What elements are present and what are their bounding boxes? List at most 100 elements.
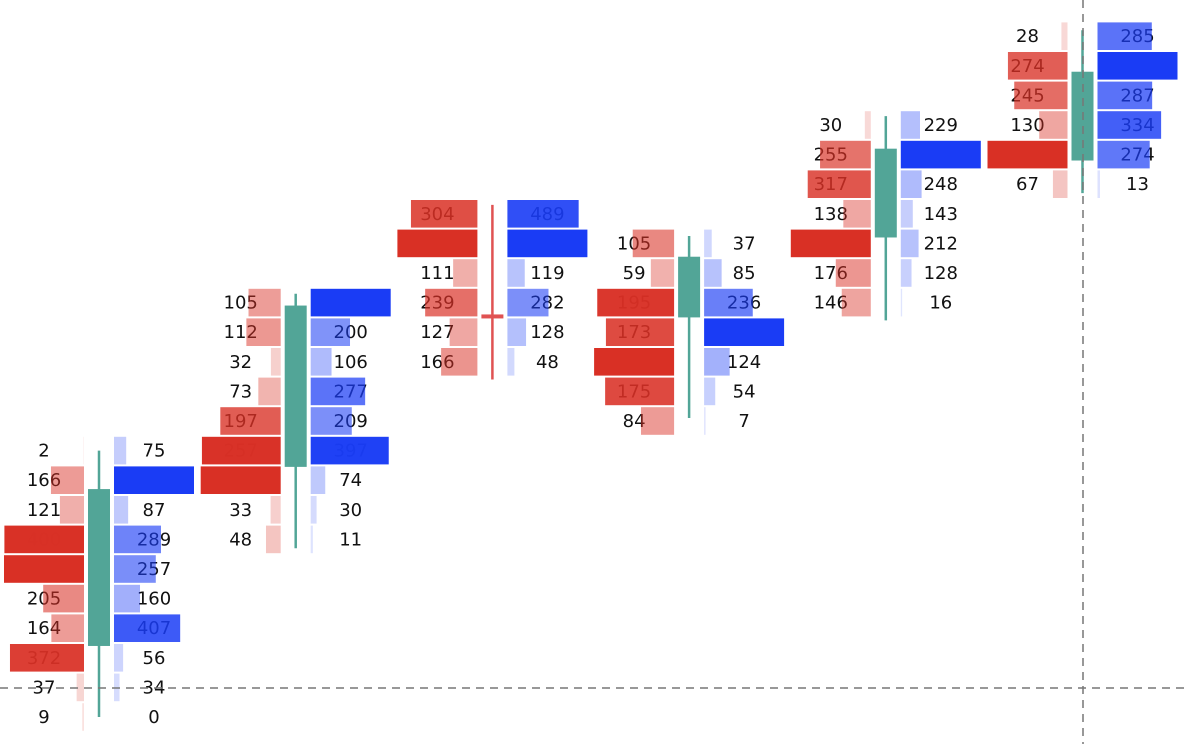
bid-bar: [841, 288, 871, 317]
bid-bar: [9, 644, 85, 672]
ask-label: 30: [339, 500, 362, 521]
ask-bar: [310, 466, 326, 494]
bid-bar: [790, 229, 871, 258]
bid-bar: [76, 673, 84, 702]
ask-bar: [1097, 170, 1100, 198]
bid-bar: [425, 288, 478, 317]
ask-bar: [114, 436, 127, 465]
bid-label: 164: [27, 618, 61, 639]
ask-bar: [704, 318, 785, 346]
candle-body: [284, 305, 307, 467]
bid-bar: [640, 407, 675, 435]
bid-label: 146: [814, 293, 848, 314]
ask-bar: [114, 614, 181, 642]
ask-bar: [310, 407, 352, 435]
bid-label: 121: [27, 500, 61, 521]
bid-bar: [1052, 170, 1068, 198]
ask-label: 160: [137, 589, 171, 610]
bid-bar: [43, 584, 84, 613]
bid-label: 166: [27, 470, 61, 491]
ask-bar: [310, 348, 332, 376]
bid-label: 127: [420, 322, 454, 343]
bid-bar: [864, 111, 871, 139]
ask-bar: [310, 436, 389, 465]
bid-bar: [1014, 81, 1068, 110]
bid-bar: [597, 288, 675, 317]
bid-bar: [51, 614, 84, 642]
ask-bar: [114, 496, 129, 524]
ask-bar: [704, 259, 722, 287]
bid-bar: [1039, 111, 1068, 139]
ask-bar: [310, 318, 351, 346]
ask-label: 128: [924, 263, 958, 284]
bid-bar: [1007, 52, 1068, 80]
bid-label: 30: [819, 115, 842, 136]
bid-label: 112: [224, 322, 258, 343]
ask-label: 119: [530, 263, 564, 284]
ask-label: 85: [733, 263, 756, 284]
bid-label: 84: [623, 411, 646, 432]
candle-body: [678, 256, 701, 318]
bid-bar: [632, 229, 675, 258]
ask-bar: [114, 525, 161, 554]
bid-bar: [441, 348, 478, 376]
ask-bar: [1097, 22, 1152, 50]
ask-label: 106: [334, 352, 368, 373]
ask-label: 143: [924, 204, 958, 225]
ask-label: 74: [339, 470, 362, 491]
candle-body: [874, 148, 897, 238]
bid-bar: [248, 288, 281, 317]
ask-label: 56: [143, 648, 166, 669]
bid-label: 59: [623, 263, 646, 284]
ask-bar: [900, 288, 903, 317]
ask-label: 124: [727, 352, 761, 373]
bid-label: 33: [229, 500, 252, 521]
ask-bar: [1097, 52, 1178, 80]
ask-label: 248: [924, 174, 958, 195]
ask-label: 54: [733, 381, 756, 402]
ask-bar: [900, 200, 913, 228]
ask-bar: [114, 466, 194, 494]
ask-label: 13: [1126, 174, 1149, 195]
ask-bar: [900, 140, 981, 169]
ask-bar: [507, 229, 588, 258]
bid-bar: [410, 200, 478, 228]
bid-label: 2: [38, 441, 49, 462]
bid-bar: [605, 377, 675, 406]
ask-label: 7: [738, 411, 749, 432]
bid-bar: [987, 140, 1068, 169]
bid-bar: [59, 496, 84, 524]
bid-label: 32: [229, 352, 252, 373]
bid-label: 9: [38, 707, 49, 728]
ask-label: 229: [924, 115, 958, 136]
ask-bar: [114, 644, 124, 672]
bid-bar: [843, 200, 871, 228]
bid-bar: [270, 348, 281, 376]
bid-label: 67: [1016, 174, 1039, 195]
bid-bar: [594, 348, 675, 376]
ask-bar: [704, 229, 712, 258]
bid-bar: [820, 140, 871, 169]
bid-bar: [807, 170, 871, 198]
bid-label: 48: [229, 529, 252, 550]
ask-label: 48: [536, 352, 559, 373]
bid-bar: [258, 377, 281, 406]
ask-label: 128: [530, 322, 564, 343]
candle-body: [481, 314, 504, 319]
ask-label: 0: [148, 707, 159, 728]
ask-label: 37: [733, 233, 756, 254]
bid-bar: [1061, 22, 1068, 50]
bid-label: 130: [1010, 115, 1044, 136]
ask-bar: [704, 377, 716, 406]
ask-label: 87: [143, 500, 166, 521]
bid-bar: [270, 496, 281, 524]
bid-bar: [201, 436, 281, 465]
ask-bar: [704, 288, 753, 317]
ask-bar: [900, 170, 922, 198]
candle-body: [88, 489, 110, 646]
ask-bar: [1097, 111, 1162, 139]
bid-label: 73: [229, 381, 252, 402]
bid-bar: [82, 703, 84, 731]
bid-bar: [4, 555, 84, 583]
